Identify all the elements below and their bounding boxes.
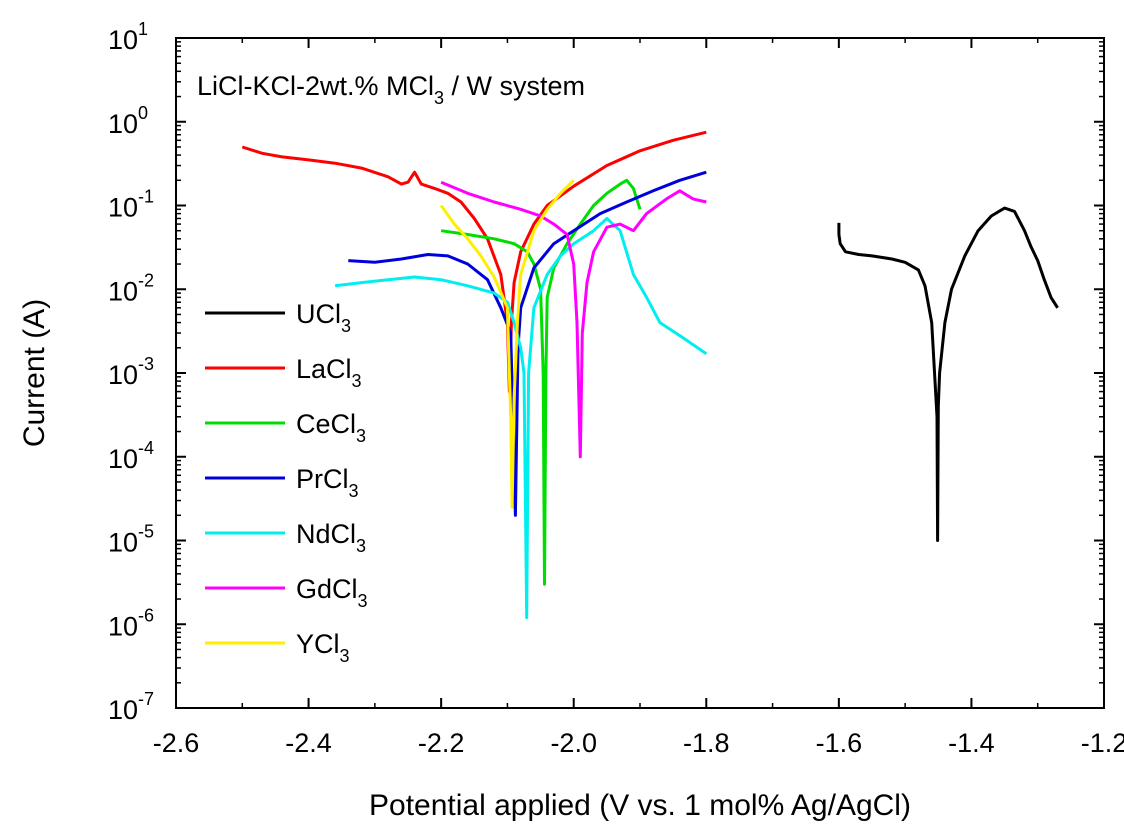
y-axis-title: Current (A) [18,299,51,447]
x-tick-label: -2.0 [550,728,597,758]
series-line-gdcl [440,180,707,459]
x-tick-label: -2.4 [285,728,332,758]
series-line-ucl [837,206,1059,542]
x-tick-label: -2.2 [418,728,465,758]
legend: UCl3 LaCl3 CeCl3 PrCl3 NdCl3 GdCl3 YCl3 [205,299,368,666]
series-line-prcl [348,170,707,517]
legend-label: UCl3 [296,299,351,336]
y-tick-label: 10-3 [108,354,154,390]
series-line-ycl [439,179,575,509]
y-tick-label: 10-6 [108,605,154,641]
x-ticks: -2.6 -2.4 -2.2 -2.0 -1.8 -1.6 -1.4 -1.2 [153,38,1124,758]
series-line-ndcl [334,217,708,620]
chart-annotation: LiCl-KCl-2wt.% MCl3 / W system [197,71,585,108]
y-tick-label: 10-7 [108,689,154,725]
y-tick-label: 101 [108,19,148,55]
series-layer [241,130,1059,620]
y-tick-label: 10-5 [108,522,154,558]
legend-label: PrCl3 [296,464,359,501]
x-tick-label: -1.6 [816,728,863,758]
x-tick-label: -1.8 [683,728,730,758]
legend-label: NdCl3 [296,519,366,556]
y-ticks: 101 100 10-1 10-2 10-3 10-4 10-5 10-6 10-7 [108,19,1104,725]
x-axis-title: Potential applied (V vs. 1 mol% Ag/AgCl) [369,789,911,822]
y-tick-label: 100 [108,103,148,139]
x-tick-label: -2.6 [153,728,200,758]
series-line-cecl [440,178,642,586]
legend-label: CeCl3 [296,409,366,446]
y-tick-label: 10-4 [108,438,154,474]
x-tick-label: -1.2 [1081,728,1124,758]
y-tick-label: 10-2 [108,270,154,306]
x-tick-label: -1.4 [948,728,995,758]
y-tick-label: 10-1 [108,187,154,223]
legend-label: YCl3 [296,629,350,666]
legend-label: GdCl3 [296,574,368,611]
legend-label: LaCl3 [296,354,362,391]
